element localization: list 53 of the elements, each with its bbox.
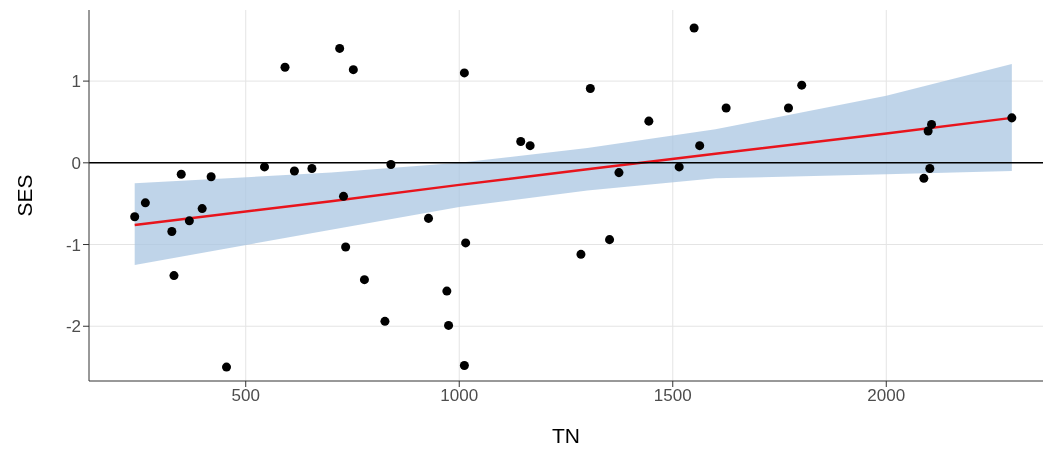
point	[442, 286, 452, 296]
point	[444, 320, 454, 330]
point	[289, 166, 299, 176]
point	[576, 249, 586, 259]
point	[197, 204, 207, 214]
point	[459, 68, 469, 78]
point	[280, 62, 290, 72]
point	[130, 212, 140, 222]
point	[459, 360, 469, 370]
x-tick-label: 1500	[653, 386, 692, 406]
y-tick-label: -2	[65, 317, 81, 337]
point	[516, 137, 526, 147]
point	[721, 103, 731, 113]
point	[525, 141, 535, 151]
y-axis-title: SES	[12, 174, 36, 217]
point	[919, 173, 929, 183]
point	[605, 235, 615, 245]
point	[797, 80, 807, 90]
point	[184, 216, 194, 226]
point	[341, 242, 351, 252]
x-axis-title: TN	[552, 424, 580, 447]
point	[1007, 113, 1017, 123]
x-tick-label: 1000	[440, 386, 479, 406]
point	[260, 162, 270, 172]
point	[206, 172, 216, 182]
point	[461, 238, 471, 248]
point	[695, 141, 705, 151]
point	[927, 119, 937, 129]
point	[307, 164, 317, 174]
y-tick-label: -1	[65, 235, 81, 255]
point	[359, 275, 369, 285]
point	[167, 226, 177, 236]
point	[585, 83, 595, 93]
point	[674, 162, 684, 172]
point	[380, 316, 390, 326]
point	[348, 65, 358, 75]
point	[614, 168, 624, 178]
point	[423, 213, 434, 223]
point	[339, 191, 349, 201]
x-tick-label: 500	[231, 386, 260, 406]
y-tick-label: 1	[71, 72, 81, 92]
point	[386, 159, 396, 169]
point	[169, 271, 179, 281]
point	[689, 23, 699, 33]
point	[644, 116, 654, 126]
point	[176, 169, 186, 179]
point	[783, 103, 793, 113]
x-tick-label: 2000	[867, 386, 906, 406]
point	[221, 362, 232, 372]
y-tick-label: 0	[71, 153, 81, 173]
point	[140, 198, 150, 208]
point	[335, 43, 345, 53]
point	[925, 164, 935, 174]
